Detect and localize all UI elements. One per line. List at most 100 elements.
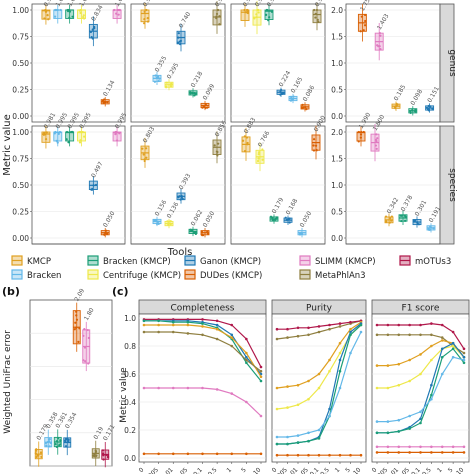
series-point <box>186 452 190 456</box>
box-point <box>83 135 86 138</box>
series-point <box>186 323 190 327</box>
series-point <box>359 323 363 327</box>
box-point <box>375 147 378 150</box>
series-point <box>296 326 300 330</box>
series-point <box>375 386 379 390</box>
data-label: 0.993 <box>43 0 58 8</box>
series-point <box>408 445 411 449</box>
box-point <box>218 15 221 18</box>
box-point <box>384 215 388 218</box>
series-point <box>440 336 444 339</box>
data-label: 1.000 <box>66 0 81 8</box>
box-point <box>292 95 295 98</box>
x-tick-label: 0.1 <box>410 466 422 474</box>
strip-label: species <box>447 168 457 202</box>
series-point <box>440 372 444 376</box>
series-point <box>307 333 310 337</box>
box-point <box>289 99 293 102</box>
box-point <box>193 94 196 97</box>
series-point <box>296 383 300 387</box>
box <box>312 9 322 24</box>
box-point <box>213 144 216 147</box>
series-point <box>317 453 321 457</box>
box-point <box>394 107 397 110</box>
data-label: 1.000 <box>78 0 93 8</box>
box-point <box>141 147 144 150</box>
series-point <box>245 361 248 365</box>
box-point <box>411 109 414 112</box>
data-label: 1.000 <box>54 0 69 8</box>
series-point <box>419 372 422 376</box>
facet-title: Completeness <box>171 304 235 314</box>
series-point <box>408 379 411 383</box>
series-point <box>349 453 352 457</box>
x-tick-label: 5 <box>240 466 248 474</box>
box-point <box>363 13 367 17</box>
series-point <box>245 355 248 359</box>
series-point <box>440 445 444 449</box>
box-point <box>178 40 181 43</box>
box-point <box>67 141 70 144</box>
box-point <box>261 158 264 161</box>
box-point <box>253 17 256 20</box>
box-point <box>58 130 62 134</box>
box-point <box>427 228 431 231</box>
box-point <box>114 133 117 136</box>
box-point <box>257 157 260 160</box>
box-point <box>271 218 274 222</box>
box-point <box>58 444 61 447</box>
panel-b-y-label: Weighted UniFrac error <box>3 330 13 434</box>
series-point <box>419 421 422 425</box>
box-point <box>105 232 108 235</box>
x-tick-label: 5 <box>447 466 455 474</box>
y-tick-label: 0.25 <box>12 208 29 217</box>
box-point <box>255 16 258 19</box>
box-point <box>362 130 365 134</box>
box-point <box>68 10 72 13</box>
series-point <box>397 323 401 327</box>
box-point <box>115 139 119 142</box>
box-point <box>101 99 105 102</box>
box-point <box>388 221 391 224</box>
series-point <box>408 451 411 454</box>
data-label: 0.979 <box>242 0 257 8</box>
series-point <box>317 372 321 376</box>
box-point <box>360 15 363 18</box>
series-point <box>328 323 331 327</box>
box-point <box>357 130 360 134</box>
box-point <box>396 103 399 106</box>
box-point <box>78 9 82 12</box>
box-point <box>169 220 172 223</box>
box-point <box>37 454 40 457</box>
box-point <box>64 445 68 448</box>
box-point <box>64 440 67 443</box>
box-point <box>304 106 307 109</box>
box-point <box>246 141 249 145</box>
series-point <box>419 333 422 337</box>
box-point <box>79 139 82 142</box>
series-point <box>275 442 279 446</box>
box-point <box>316 18 319 21</box>
series-point <box>408 333 411 337</box>
box-point <box>83 346 87 349</box>
series-point <box>430 393 433 397</box>
box-point <box>78 327 81 330</box>
box-point <box>359 133 363 136</box>
y-tick-label: 0.0 <box>331 112 343 121</box>
box-point <box>77 340 80 343</box>
box-point <box>317 20 320 23</box>
series-point <box>215 388 219 391</box>
box-point <box>167 220 170 223</box>
box-point <box>157 75 160 78</box>
box-point <box>54 8 57 12</box>
series-point <box>317 428 321 432</box>
series-point <box>245 337 248 341</box>
box-point <box>364 19 367 23</box>
series-point <box>307 439 310 443</box>
box-point <box>46 13 49 17</box>
series-point <box>328 327 331 331</box>
box-point <box>270 10 274 13</box>
box-point <box>180 196 183 199</box>
series-point <box>375 451 379 454</box>
box-point <box>378 31 382 35</box>
